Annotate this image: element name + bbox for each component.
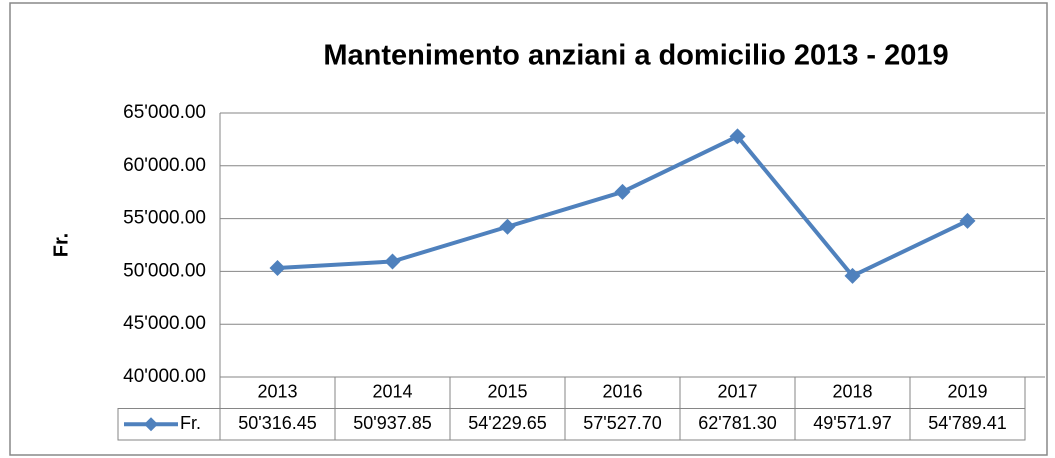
value-label: 62'781.30 [698,413,777,433]
x-tick-label: 2017 [717,382,757,402]
y-tick-label: 65'000.00 [123,102,206,123]
value-label: 50'316.45 [238,413,317,433]
y-tick-label: 60'000.00 [123,155,206,176]
value-label: 50'937.85 [353,413,432,433]
x-tick-label: 2013 [257,382,297,402]
x-tick-label: 2018 [832,382,872,402]
x-tick-label: 2019 [947,382,987,402]
y-tick-label: 55'000.00 [123,208,206,229]
legend-marker [144,417,158,432]
marker [844,267,861,284]
value-label: 54'789.41 [928,413,1007,433]
y-axis-label: Fr. [50,233,72,257]
y-tick-label: 45'000.00 [123,313,206,334]
chart-title: Mantenimento anziani a domicilio 2013 - … [323,40,948,72]
chart-border [9,2,1048,456]
value-label: 49'571.97 [813,413,892,433]
x-tick-label: 2016 [602,382,642,402]
x-tick-label: 2015 [487,382,527,402]
legend-label: Fr. [180,413,201,433]
marker [384,253,401,270]
marker [959,212,976,229]
data-table-values [117,408,1026,441]
y-tick-label: 40'000.00 [123,366,206,387]
marker [729,128,746,145]
marker [499,218,516,235]
marker [269,260,286,277]
value-label: 57'527.70 [583,413,662,433]
y-tick-label: 50'000.00 [123,260,206,281]
x-tick-label: 2014 [372,382,412,402]
value-label: 54'229.65 [468,413,547,433]
marker [614,183,631,200]
